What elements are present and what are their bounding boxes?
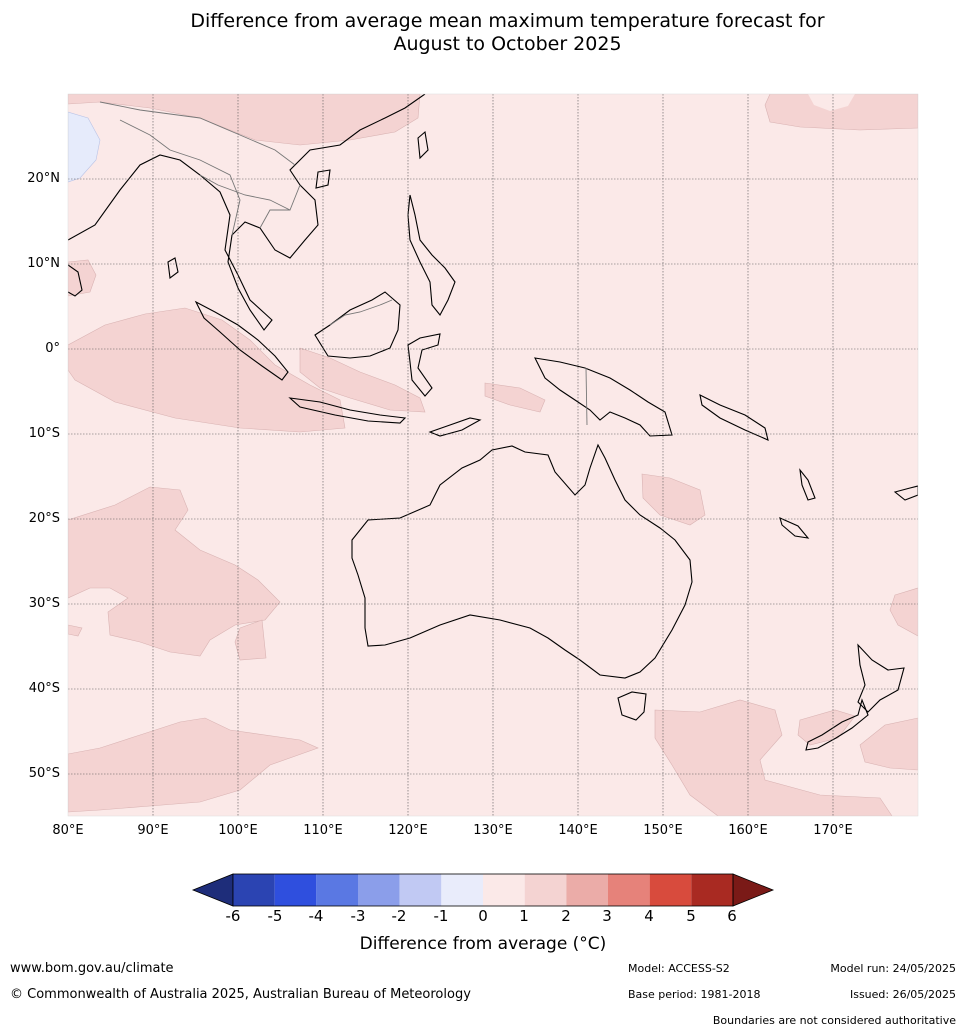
title-line-1: Difference from average mean maximum tem… (190, 10, 825, 32)
lat-label-40s: 40°S (28, 681, 60, 696)
anomaly-region-equatorial-io (68, 307, 346, 433)
colorbar-cell (524, 874, 567, 906)
lon-label-140e: 140°E (558, 823, 598, 838)
lon-label-100e: 100°E (218, 823, 258, 838)
colorbar-tick: 4 (644, 907, 654, 925)
coast-india-w (68, 264, 83, 297)
coast-taiwan (417, 130, 429, 160)
coast-sulawesi (407, 333, 441, 397)
colorbar-tick: -4 (308, 907, 324, 925)
coast-fiji (893, 485, 918, 501)
colorbar-cell (441, 874, 483, 906)
lon-label-160e: 160°E (728, 823, 768, 838)
lat-label-50s: 50°S (28, 766, 60, 781)
colorbar-cell (483, 874, 525, 906)
anomaly-region-tasman-e (859, 717, 918, 771)
colorbar-cell (691, 874, 733, 906)
colorbar-tick: 6 (727, 907, 737, 925)
coast-se-asia (68, 94, 426, 331)
lon-label-120e: 120°E (388, 823, 428, 838)
coast-vanuatu (799, 468, 816, 501)
forecast-map (67, 93, 919, 817)
colorbar (191, 873, 775, 907)
anomaly-region-arafura (484, 382, 546, 413)
lat-label-20n: 20°N (27, 171, 60, 186)
colorbar-cell (233, 874, 275, 906)
model-text: Model: ACCESS-S2 (628, 962, 730, 975)
colorbar-tick: -5 (267, 907, 283, 925)
anomaly-region-southern-ocean-e (654, 699, 893, 816)
copyright-text: © Commonwealth of Australia 2025, Austra… (10, 987, 471, 1002)
coast-new-caledonia (779, 517, 810, 539)
lat-label-0: 0° (45, 341, 60, 356)
anomaly-region-pacific-n (764, 94, 918, 131)
coast-borneo (314, 291, 401, 359)
anomaly-region-s-indian-ocean-2 (234, 619, 267, 661)
coast-philippines (407, 194, 456, 316)
base-period-text: Base period: 1981-2018 (628, 988, 761, 1001)
coast-new-zealand-n (857, 643, 905, 713)
coast-new-zealand-s (805, 698, 869, 751)
colorbar-extend-low (191, 873, 234, 907)
chart-title: Difference from average mean maximum tem… (0, 10, 965, 56)
coast-new-guinea (534, 357, 673, 437)
lon-label-110e: 110°E (303, 823, 343, 838)
website-link[interactable]: www.bom.gov.au/climate (10, 961, 174, 976)
coast-sri-lanka (167, 257, 179, 280)
title-line-2: August to October 2025 (393, 33, 622, 55)
anomaly-region-pacific-e (889, 587, 918, 637)
anomaly-region-arabian-sea (68, 259, 97, 297)
coast-timor (428, 417, 482, 437)
colorbar-tick: -1 (433, 907, 449, 925)
anomaly-region-banda-sea (299, 347, 426, 413)
country-boundaries (99, 101, 588, 426)
colorbar-cell (608, 874, 650, 906)
anomaly-region-coral-sea (641, 473, 706, 526)
colorbar-cell (649, 874, 692, 906)
colorbar-cell (358, 874, 400, 906)
anomaly-regions (68, 94, 918, 816)
lat-label-30s: 30°S (28, 596, 60, 611)
coast-solomons (699, 394, 769, 441)
colorbar-cell (399, 874, 442, 906)
coast-java (288, 397, 407, 424)
coastlines (68, 94, 918, 751)
coast-sumatra (194, 300, 289, 381)
issued-text: Issued: 26/05/2025 (849, 988, 956, 1001)
colorbar-tick: 0 (478, 907, 488, 925)
lon-label-80e: 80°E (52, 823, 84, 838)
coast-australia (351, 443, 693, 679)
lat-label-20s: 20°S (28, 511, 60, 526)
colorbar-tick: -3 (350, 907, 366, 925)
lon-label-130e: 130°E (473, 823, 513, 838)
colorbar-label: Difference from average (°C) (359, 934, 607, 954)
disclaimer-text: Boundaries are not considered authoritat… (712, 1014, 956, 1027)
model-run-text: Model run: 24/05/2025 (830, 962, 956, 975)
colorbar-tick: -6 (225, 907, 241, 925)
colorbar-cell (274, 874, 317, 906)
coast-tasmania (617, 691, 647, 721)
colorbar-tick: 1 (519, 907, 529, 925)
colorbar-cell (316, 874, 358, 906)
lon-label-90e: 90°E (137, 823, 169, 838)
colorbar-tick: 3 (602, 907, 612, 925)
lon-label-170e: 170°E (813, 823, 853, 838)
colorbar-extend-high (732, 873, 775, 907)
colorbar-cell (566, 874, 608, 906)
lat-label-10s: 10°S (28, 426, 60, 441)
lon-label-150e: 150°E (643, 823, 683, 838)
colorbar-frame (232, 873, 734, 907)
anomaly-region-west-edge (68, 624, 83, 637)
anomaly-region-southern-ocean-w (68, 717, 319, 813)
anomaly-region-s-indian-ocean (68, 486, 281, 657)
anomaly-region-tasman-nw (797, 709, 856, 746)
gridlines (68, 94, 918, 816)
colorbar-tick: -2 (391, 907, 407, 925)
anomaly-region-cool (68, 111, 101, 183)
colorbar-tick: 5 (686, 907, 696, 925)
coast-hainan (315, 169, 331, 189)
colorbar-tick: 2 (561, 907, 571, 925)
anomaly-region-pacific-n-hole (808, 94, 855, 111)
lat-label-10n: 10°N (27, 256, 60, 271)
